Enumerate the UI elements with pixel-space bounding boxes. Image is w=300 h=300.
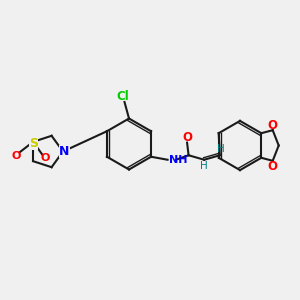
Text: O: O: [182, 131, 192, 144]
Text: O: O: [268, 160, 278, 173]
Text: H: H: [200, 161, 208, 171]
Text: H: H: [218, 144, 225, 154]
Text: O: O: [40, 153, 50, 163]
Text: O: O: [268, 119, 278, 132]
Text: NH: NH: [169, 155, 188, 165]
Text: N: N: [59, 145, 70, 158]
Text: O: O: [11, 151, 21, 161]
Text: S: S: [29, 137, 38, 150]
Text: Cl: Cl: [117, 90, 129, 103]
